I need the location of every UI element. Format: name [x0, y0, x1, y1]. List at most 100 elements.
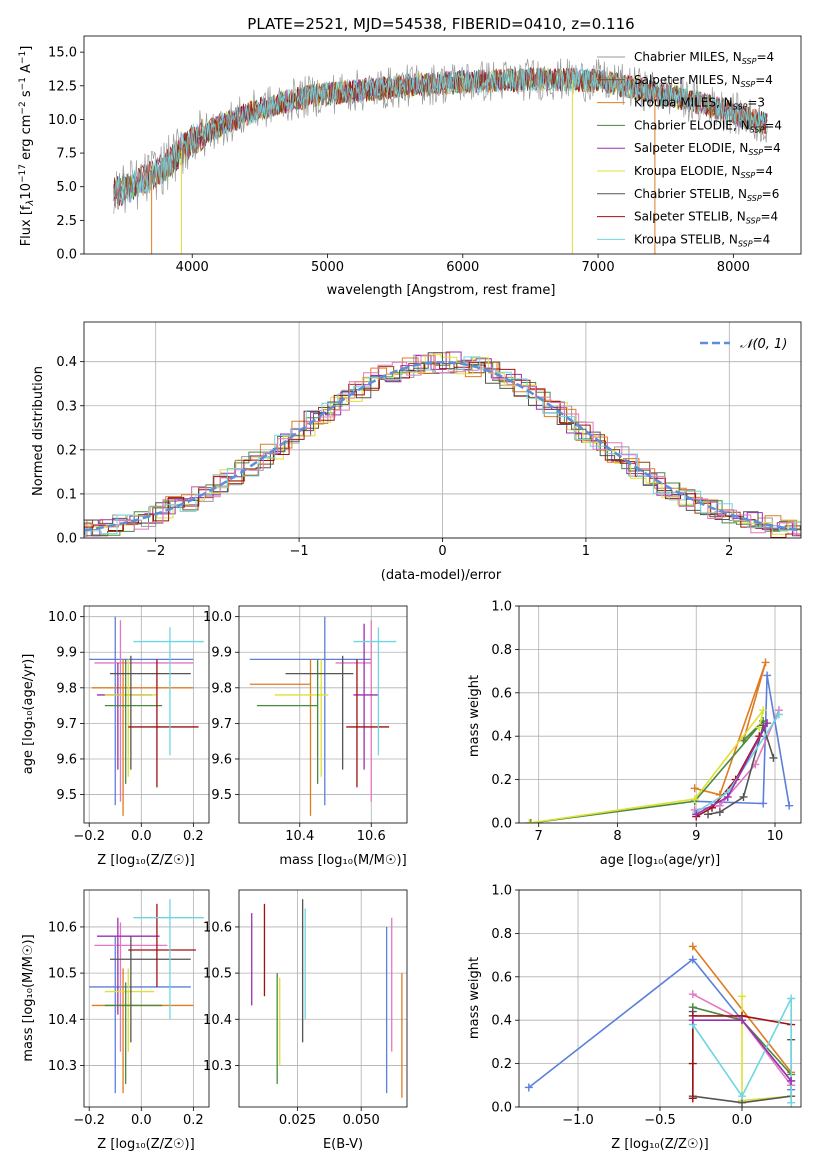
axes-frame [83, 889, 210, 1108]
ageZ-xlabel: Z [log₁₀(Z/Z☉)] [97, 853, 194, 868]
tick-label-y: 9.5 [211, 788, 232, 803]
tick-label-y: 0.2 [491, 773, 512, 788]
tick-label-y: 9.9 [211, 646, 232, 661]
tick-label-y: 10.4 [203, 1013, 232, 1028]
tick-label-y: 9.6 [56, 752, 77, 767]
tick-label-x: 4000 [176, 260, 209, 275]
tick-label-x: −0.2 [73, 1113, 105, 1128]
legend-label: Chabrier STELIB, NSSP=6 [634, 187, 779, 203]
tick-label-x: 9 [692, 829, 700, 844]
legend-label: Kroupa MILES, NSSP=3 [634, 96, 765, 112]
tick-label-y: 10.0 [203, 610, 232, 625]
spectrum-xlabel: wavelength [Angstrom, rest frame] [327, 283, 556, 298]
tick-label-x: 0 [438, 544, 446, 559]
tick-label-y: 9.9 [56, 646, 77, 661]
tick-label-y: 10.4 [48, 1013, 77, 1028]
data-layer [251, 899, 403, 1098]
tick-label-x: 0.2 [183, 1113, 204, 1128]
data-layer [525, 658, 794, 823]
weight-marker [688, 955, 697, 964]
tick-label-y: 9.7 [56, 717, 77, 732]
data-layer [524, 942, 796, 1107]
ageM-xlabel: mass [log₁₀(M/M☉)] [279, 853, 406, 868]
weight-marker [688, 942, 697, 951]
tick-label-x: 1 [582, 544, 590, 559]
tick-label-x: 8 [613, 829, 621, 844]
weight-vs-age-panel: 7 8 9 10 0.0 0.2 0.4 0.6 0.8 1.0 age [log₁₀(age/y… [467, 600, 802, 868]
tick-label-y: 0.0 [491, 1101, 512, 1116]
wAge-ylabel: mass weight [467, 675, 482, 757]
data-layer [89, 899, 204, 1094]
tick-label-y: 0.0 [56, 248, 77, 263]
grid [519, 889, 801, 1108]
axes-frame [83, 605, 210, 824]
tick-label-x: 7000 [582, 260, 615, 275]
age-vs-mass-panel: 10.4 10.6 9.5 9.6 9.7 9.8 9.9 10.0 mass [log₁₀(… [203, 605, 408, 868]
tick-label-y: 0.2 [491, 1057, 512, 1072]
residuals-ylabel: Normed distribution [31, 366, 46, 496]
tick-label-y: 2.5 [56, 214, 77, 229]
tick-label-x: 10 [767, 829, 784, 844]
axes-frame [238, 889, 408, 1108]
age-vs-metallicity-panel: −0.2 0.0 0.2 9.5 9.6 9.7 9.8 9.9 10.0 Z [log₁₀(Z… [21, 605, 210, 868]
tick-label-y: 1.0 [491, 884, 512, 899]
tick-label-y: 9.8 [56, 681, 77, 696]
axes-frame [83, 35, 802, 255]
weight-marker [525, 819, 534, 823]
data-layer [113, 58, 768, 254]
mass-vs-extinction-panel: 0.025 0.050 10.3 10.4 10.5 10.6 E(B-V) [203, 889, 408, 1152]
weight-marker [723, 792, 732, 801]
tick-label-x: 0.0 [732, 1113, 753, 1128]
grid [84, 890, 209, 1107]
tick-label-y: 0.4 [56, 355, 77, 370]
tick-label-x: −0.2 [73, 829, 105, 844]
weight-line-chabrier_elodie [530, 720, 764, 823]
tick-label-y: 0.6 [491, 686, 512, 701]
tick-label-y: 0.8 [491, 927, 512, 942]
weight-line-kroupa_elodie [529, 709, 764, 823]
axes: 4000 5000 6000 7000 8000 0.0 2.5 5.0 7.5 10.0 12.5… [48, 35, 802, 275]
tick-label-x: 6000 [446, 260, 479, 275]
weight-line-blue [694, 675, 790, 806]
legend-label: Kroupa ELODIE, NSSP=4 [634, 164, 773, 180]
weight-marker [524, 1083, 533, 1092]
legend-label: Kroupa STELIB, NSSP=4 [634, 232, 770, 248]
weight-marker [787, 1098, 796, 1107]
tick-label-x: 0.0 [131, 1113, 152, 1128]
massZ-xlabel: Z [log₁₀(Z/Z☉)] [97, 1137, 194, 1152]
tick-label-y: 7.5 [56, 147, 77, 162]
histogram-chabrier_stelib [84, 352, 801, 537]
weight-marker [704, 810, 713, 819]
legend-label: Salpeter ELODIE, NSSP=4 [634, 141, 781, 157]
residual-histogram-panel: −2 −1 0 1 2 0.0 0.1 0.2 0.3 0.4 𝒩(0, 1) (data-mode… [31, 321, 802, 583]
weight-line-salpeter_stelib [695, 735, 761, 818]
weight-marker [688, 990, 697, 999]
tick-label-y: 10.6 [48, 920, 77, 935]
histogram-pink [84, 355, 801, 535]
tick-label-y: 9.6 [211, 752, 232, 767]
massEBV-xlabel: E(B-V) [323, 1137, 363, 1152]
tick-label-y: 0.2 [56, 443, 77, 458]
histogram-chabrier_elodie [84, 361, 801, 536]
tick-label-x: 10.6 [357, 829, 386, 844]
grid [519, 605, 801, 824]
weight-marker [715, 808, 724, 817]
axes: −0.2 0.0 0.2 9.5 9.6 9.7 9.8 9.9 10.0 [48, 605, 210, 844]
tick-label-x: 8000 [717, 260, 750, 275]
tick-label-x: 0.025 [279, 1113, 316, 1128]
weight-marker [787, 1076, 796, 1085]
histogram-salpeter_miles [84, 361, 801, 537]
spectrum-ylabel: Flux [fλ10−17 erg cm−2 s−1 A−1] [18, 46, 36, 247]
weight-line-kroupa_miles [694, 662, 767, 796]
weight-marker [737, 1092, 746, 1101]
tick-label-y: 0.1 [56, 487, 77, 502]
massZ-ylabel: mass [log₁₀(M/M☉)] [21, 934, 36, 1061]
tick-label-x: −0.5 [644, 1113, 676, 1128]
axes-frame [518, 889, 802, 1108]
tick-label-y: 10.0 [48, 113, 77, 128]
legend-label: Salpeter MILES, NSSP=4 [634, 73, 773, 89]
weight-line-kroupa_stelib [695, 714, 780, 813]
gaussian-curve [84, 360, 801, 532]
tick-label-y: 9.7 [211, 717, 232, 732]
